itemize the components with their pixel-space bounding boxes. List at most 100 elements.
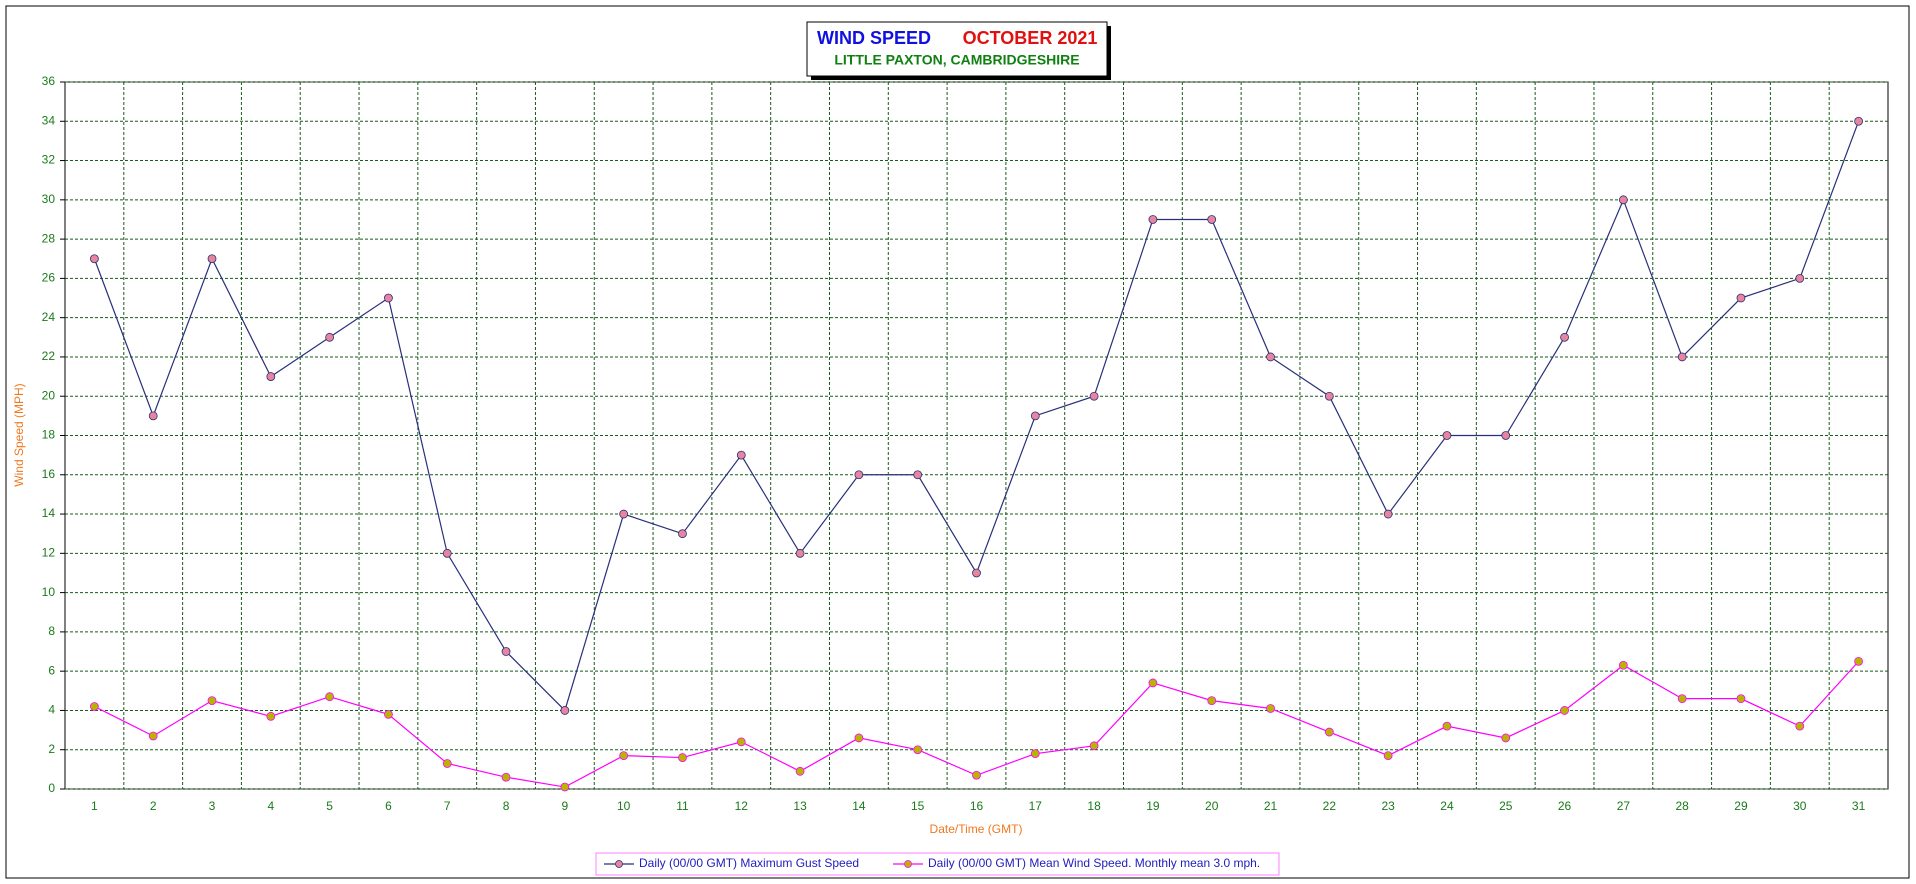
data-point xyxy=(266,372,276,381)
data-point xyxy=(1324,727,1334,737)
y-tick-label: 16 xyxy=(42,467,56,481)
data-point xyxy=(1383,509,1393,519)
y-tick-label: 22 xyxy=(42,349,56,363)
y-tick-label: 4 xyxy=(48,703,55,717)
legend-label: Daily (00/00 GMT) Mean Wind Speed. Month… xyxy=(928,856,1260,870)
chart-subtitle: LITTLE PAXTON, CAMBRIDGESHIRE xyxy=(834,52,1079,68)
x-tick-label: 17 xyxy=(1029,799,1043,813)
y-tick-label: 30 xyxy=(42,192,56,206)
x-tick-label: 28 xyxy=(1675,799,1689,813)
x-tick-label: 9 xyxy=(562,799,569,813)
data-point xyxy=(1854,116,1863,126)
x-tick-label: 4 xyxy=(267,799,274,813)
data-point xyxy=(501,647,511,656)
x-tick-label: 1 xyxy=(91,799,98,813)
data-point xyxy=(148,411,158,421)
data-point xyxy=(1383,751,1393,761)
y-tick-label: 6 xyxy=(48,663,55,677)
data-point xyxy=(619,751,629,761)
x-tick-label: 3 xyxy=(209,799,216,813)
data-point xyxy=(1618,195,1628,205)
data-point xyxy=(854,470,864,480)
y-tick-label: 32 xyxy=(42,153,56,167)
y-tick-label: 36 xyxy=(42,74,56,88)
data-point xyxy=(678,529,687,539)
data-point xyxy=(90,254,99,264)
data-point xyxy=(325,332,335,342)
legend-label: Daily (00/00 GMT) Maximum Gust Speed xyxy=(639,856,859,870)
data-point xyxy=(1442,431,1452,440)
data-point xyxy=(1148,215,1158,224)
y-tick-label: 8 xyxy=(48,624,55,638)
data-point xyxy=(560,782,570,792)
data-point xyxy=(384,709,393,719)
data-point xyxy=(736,737,746,747)
data-point xyxy=(266,711,276,721)
x-tick-label: 21 xyxy=(1264,799,1278,813)
x-axis-label: Date/Time (GMT) xyxy=(930,822,1023,836)
x-tick-label: 7 xyxy=(444,799,451,813)
data-point xyxy=(442,759,452,768)
data-point xyxy=(1795,273,1805,283)
x-tick-label: 12 xyxy=(735,799,749,813)
x-tick-label: 16 xyxy=(970,799,984,813)
data-point xyxy=(972,568,981,578)
x-tick-label: 8 xyxy=(503,799,510,813)
data-point xyxy=(1442,721,1452,731)
y-tick-label: 10 xyxy=(42,585,56,599)
data-point xyxy=(913,470,923,480)
data-point xyxy=(207,696,217,706)
y-tick-label: 24 xyxy=(42,310,56,324)
x-tick-label: 27 xyxy=(1617,799,1631,813)
data-point xyxy=(384,293,393,303)
data-point xyxy=(1677,694,1687,704)
data-point xyxy=(90,702,99,711)
data-point xyxy=(1324,391,1334,401)
data-point xyxy=(1089,391,1099,401)
x-tick-label: 24 xyxy=(1440,799,1454,813)
y-axis-label: Wind Speed (MPH) xyxy=(12,383,26,486)
legend-marker xyxy=(615,860,623,868)
y-tick-label: 2 xyxy=(48,742,55,756)
data-point xyxy=(1560,332,1569,342)
y-tick-label: 20 xyxy=(42,388,56,402)
x-tick-label: 14 xyxy=(852,799,866,813)
x-tick-label: 19 xyxy=(1146,799,1160,813)
x-tick-label: 5 xyxy=(326,799,333,813)
x-tick-label: 30 xyxy=(1793,799,1807,813)
x-tick-label: 26 xyxy=(1558,799,1572,813)
y-tick-label: 12 xyxy=(42,546,56,560)
y-tick-label: 26 xyxy=(42,271,56,285)
data-point xyxy=(913,745,923,755)
x-tick-label: 11 xyxy=(676,799,689,813)
data-point xyxy=(795,548,805,558)
x-tick-label: 22 xyxy=(1323,799,1337,813)
data-point xyxy=(1266,352,1275,362)
chart-title: WIND SPEED xyxy=(817,28,931,48)
data-point xyxy=(1030,411,1040,421)
data-point xyxy=(1207,215,1217,224)
y-tick-label: 14 xyxy=(42,506,56,520)
data-point xyxy=(1266,704,1275,713)
legend-box xyxy=(595,852,1280,876)
data-point xyxy=(795,766,805,776)
data-point xyxy=(1560,706,1569,715)
data-point xyxy=(619,509,629,519)
chart-period: OCTOBER 2021 xyxy=(963,28,1098,48)
x-tick-label: 18 xyxy=(1087,799,1101,813)
data-point xyxy=(1618,660,1628,670)
x-tick-label: 15 xyxy=(911,799,925,813)
data-point xyxy=(148,731,158,741)
x-tick-label: 10 xyxy=(617,799,631,813)
data-point xyxy=(1736,293,1746,303)
data-point xyxy=(1795,721,1805,731)
x-tick-label: 20 xyxy=(1205,799,1219,813)
legend-marker xyxy=(904,860,912,868)
x-tick-label: 13 xyxy=(793,799,807,813)
data-point xyxy=(1854,656,1863,666)
y-tick-label: 34 xyxy=(42,113,56,127)
data-point xyxy=(678,753,687,762)
title-box xyxy=(806,21,1108,77)
x-tick-label: 25 xyxy=(1499,799,1513,813)
